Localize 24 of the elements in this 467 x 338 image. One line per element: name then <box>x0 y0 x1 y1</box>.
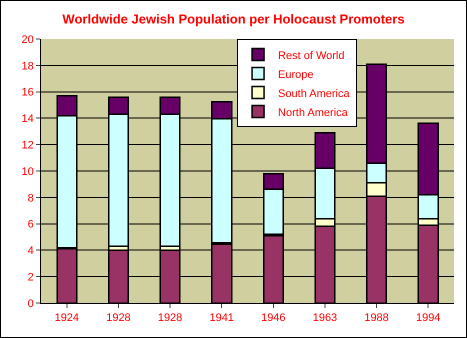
y-tick-label: 16 <box>22 86 34 99</box>
y-tick-label: 10 <box>22 166 34 178</box>
y-tick-label: 4 <box>28 245 34 258</box>
x-tick-label: 1928 <box>158 312 182 324</box>
x-tick-label: 1994 <box>416 312 440 324</box>
y-tick-label: 18 <box>22 60 34 72</box>
legend-label: Rest of World <box>278 50 344 62</box>
x-tick-label: 1988 <box>364 312 389 324</box>
x-tick-label: 1941 <box>209 312 234 324</box>
y-tick-label: 6 <box>28 218 34 231</box>
x-tick-label: 1963 <box>312 312 338 324</box>
x-tick-label: 1928 <box>106 312 131 324</box>
x-tick-label: 1946 <box>261 312 286 324</box>
y-tick-label: 12 <box>22 139 34 152</box>
x-tick-label: 1924 <box>54 312 80 324</box>
chart-title: Worldwide Jewish Population per Holocaust Promoters <box>62 12 405 27</box>
y-tick-label: 0 <box>28 298 34 310</box>
y-tick-label: 8 <box>28 192 34 204</box>
legend-label: North America <box>278 106 349 119</box>
y-tick-label: 14 <box>22 113 34 126</box>
legend-label: Europe <box>278 68 314 81</box>
legend-label: South America <box>278 88 350 100</box>
y-tick-label: 2 <box>28 271 34 284</box>
y-tick-label: 20 <box>22 34 34 46</box>
